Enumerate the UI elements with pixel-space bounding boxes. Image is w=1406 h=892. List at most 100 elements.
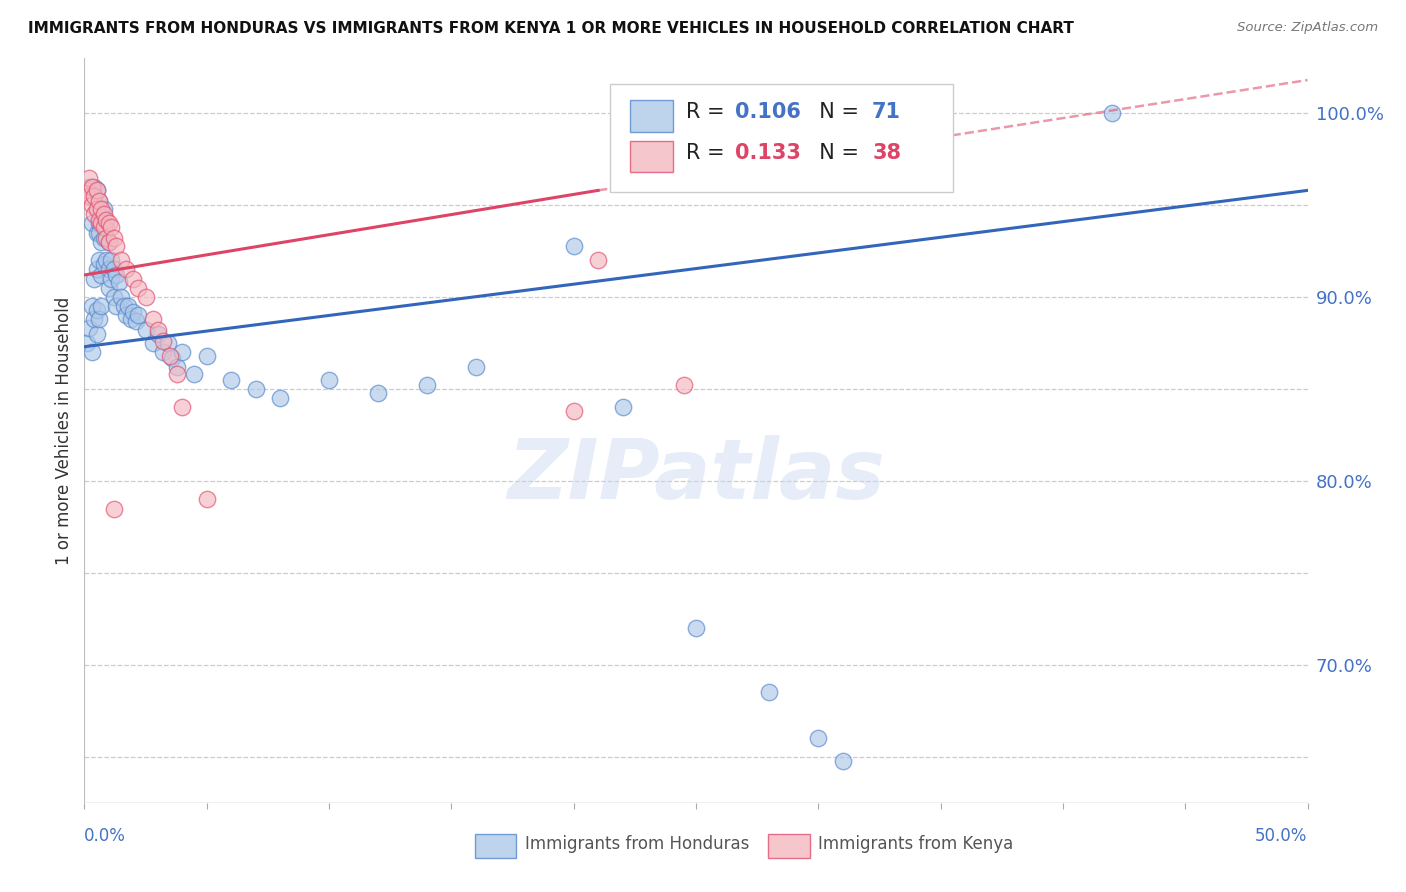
Point bbox=[115, 309, 138, 323]
Point bbox=[97, 217, 120, 231]
FancyBboxPatch shape bbox=[768, 834, 810, 858]
Point bbox=[76, 336, 98, 351]
Point bbox=[80, 198, 103, 212]
Point bbox=[96, 212, 118, 227]
Point bbox=[90, 299, 112, 313]
FancyBboxPatch shape bbox=[475, 834, 516, 858]
Point bbox=[86, 226, 108, 240]
Point bbox=[127, 309, 149, 323]
Point bbox=[96, 253, 118, 268]
Point bbox=[105, 238, 128, 252]
Point bbox=[93, 202, 115, 216]
Point bbox=[831, 754, 853, 768]
Point bbox=[117, 299, 139, 313]
Text: IMMIGRANTS FROM HONDURAS VS IMMIGRANTS FROM KENYA 1 OR MORE VEHICLES IN HOUSEHOL: IMMIGRANTS FROM HONDURAS VS IMMIGRANTS F… bbox=[28, 21, 1074, 36]
Text: R =: R = bbox=[686, 103, 731, 122]
Point bbox=[97, 262, 120, 277]
Point bbox=[685, 621, 707, 635]
Point bbox=[93, 257, 115, 271]
Point bbox=[86, 326, 108, 341]
Point bbox=[86, 262, 108, 277]
Point bbox=[83, 189, 105, 203]
Point bbox=[77, 189, 100, 203]
Point bbox=[142, 312, 165, 326]
Point bbox=[269, 391, 291, 405]
Point bbox=[103, 262, 125, 277]
Point bbox=[125, 314, 148, 328]
Point bbox=[76, 183, 98, 197]
Text: N =: N = bbox=[806, 103, 866, 122]
Point bbox=[77, 321, 100, 335]
Text: Immigrants from Honduras: Immigrants from Honduras bbox=[524, 835, 749, 853]
Point bbox=[97, 281, 120, 295]
Point bbox=[159, 349, 181, 363]
Point bbox=[100, 271, 122, 285]
Point bbox=[152, 345, 174, 359]
Point bbox=[183, 368, 205, 382]
Point bbox=[166, 359, 188, 374]
Point bbox=[562, 404, 585, 418]
Point bbox=[122, 305, 145, 319]
Point bbox=[245, 382, 267, 396]
Text: 0.133: 0.133 bbox=[735, 143, 801, 162]
Point bbox=[87, 217, 110, 231]
Text: 38: 38 bbox=[872, 143, 901, 162]
Point bbox=[90, 207, 112, 221]
Text: N =: N = bbox=[806, 143, 866, 162]
Y-axis label: 1 or more Vehicles in Household: 1 or more Vehicles in Household bbox=[55, 296, 73, 565]
Point bbox=[367, 385, 389, 400]
Point bbox=[807, 731, 830, 746]
Text: 50.0%: 50.0% bbox=[1256, 827, 1308, 845]
Point bbox=[112, 299, 135, 313]
Point bbox=[152, 334, 174, 349]
Point bbox=[103, 290, 125, 304]
Point bbox=[464, 359, 486, 374]
Point bbox=[96, 220, 118, 235]
Point bbox=[90, 217, 112, 231]
Point bbox=[162, 351, 184, 365]
Point bbox=[127, 281, 149, 295]
Point bbox=[83, 271, 105, 285]
Point bbox=[612, 401, 634, 415]
Point bbox=[103, 231, 125, 245]
Point bbox=[93, 207, 115, 221]
Point bbox=[83, 179, 105, 194]
Point bbox=[107, 276, 129, 290]
Point bbox=[318, 373, 340, 387]
Point bbox=[122, 271, 145, 285]
Point bbox=[86, 202, 108, 216]
Point bbox=[86, 202, 108, 216]
Point bbox=[562, 238, 585, 252]
Point bbox=[86, 183, 108, 197]
Point bbox=[80, 299, 103, 313]
FancyBboxPatch shape bbox=[630, 101, 672, 132]
Point bbox=[96, 231, 118, 245]
Point bbox=[146, 323, 169, 337]
Text: 0.106: 0.106 bbox=[735, 103, 801, 122]
FancyBboxPatch shape bbox=[610, 84, 953, 192]
Point bbox=[80, 217, 103, 231]
Point bbox=[86, 183, 108, 197]
Point bbox=[103, 501, 125, 516]
Point bbox=[195, 349, 218, 363]
Point bbox=[97, 235, 120, 249]
Point bbox=[110, 290, 132, 304]
Text: 0.0%: 0.0% bbox=[84, 827, 127, 845]
Point bbox=[672, 378, 695, 392]
Point bbox=[80, 345, 103, 359]
Point bbox=[166, 368, 188, 382]
Point bbox=[90, 268, 112, 282]
FancyBboxPatch shape bbox=[630, 141, 672, 172]
Point bbox=[93, 220, 115, 235]
Point bbox=[110, 253, 132, 268]
Text: Source: ZipAtlas.com: Source: ZipAtlas.com bbox=[1237, 21, 1378, 34]
Text: 71: 71 bbox=[872, 103, 901, 122]
Point bbox=[90, 235, 112, 249]
Point bbox=[87, 212, 110, 227]
Point bbox=[87, 194, 110, 209]
Point bbox=[77, 179, 100, 194]
Point bbox=[195, 492, 218, 507]
Point bbox=[105, 268, 128, 282]
Point bbox=[219, 373, 242, 387]
Point bbox=[100, 220, 122, 235]
